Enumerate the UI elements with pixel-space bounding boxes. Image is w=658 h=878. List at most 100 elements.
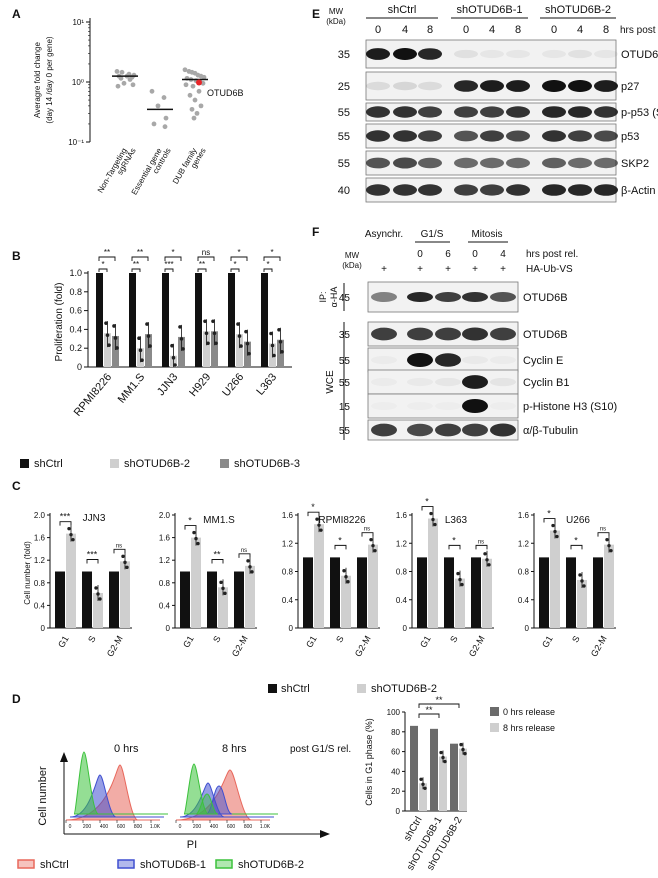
panelB-y-tick-label: 0.6 <box>69 306 82 316</box>
panelB-category-label: RPMI8226 <box>72 371 115 419</box>
panelB-replicate-point <box>212 331 217 336</box>
panelB-category-label: L363 <box>254 371 279 397</box>
panelD-x-tick-label: 0 <box>69 824 72 830</box>
panelC-y-tick-label: 0.4 <box>518 596 530 605</box>
panelB-replicate-point <box>181 347 185 351</box>
panelF-mw-value: 35 <box>339 330 351 341</box>
panelC-sig-bracket <box>421 506 434 511</box>
panelB-replicate-point <box>170 343 174 348</box>
panelE-band <box>418 48 442 60</box>
panelE-mw-label: (kDa) <box>326 17 346 26</box>
panelD-replicate-point <box>441 755 445 760</box>
panelC-y-tick-label: 0.8 <box>34 579 46 588</box>
panelF-mw-value: 55 <box>339 426 351 437</box>
panelE-band <box>366 106 390 118</box>
panelA-point <box>183 82 189 88</box>
panelC-category-label: G2-M <box>467 634 487 658</box>
panelF-mw-label: (kDa) <box>342 261 362 270</box>
panelB-sig-bracket <box>263 256 281 261</box>
panelB-replicate-point <box>112 324 116 328</box>
panelC-bar-shotud6b <box>428 518 438 628</box>
panelD-bar-8h <box>459 748 467 811</box>
panelB-replicate-point <box>138 348 143 353</box>
panelC-replicate-point <box>460 582 464 587</box>
panelF-plus-sign: + <box>381 264 387 275</box>
panelC-bar-shotud6b <box>550 530 560 628</box>
panelC-y-tick-label: 2.0 <box>159 511 171 520</box>
panelC-sig-label: ns <box>241 548 247 554</box>
panelC-replicate-point <box>551 523 555 528</box>
panelE-band <box>454 106 478 118</box>
panelB-sig-label: ** <box>133 260 139 269</box>
panelE-band <box>542 49 566 59</box>
panelC-replicate-point <box>221 586 225 591</box>
panelB-sig-bracket <box>230 268 240 272</box>
panelC-y-tick-label: 1.2 <box>396 539 408 548</box>
panelE-band <box>568 157 592 169</box>
panelD-bar-y-tick-label: 20 <box>391 787 400 796</box>
panelC-replicate-point <box>487 563 491 567</box>
panelC-replicate-point <box>123 560 127 565</box>
panelD-x-tick-label: 200 <box>83 824 92 830</box>
panelB-replicate-point <box>179 337 184 341</box>
panelC-replicate-point <box>607 543 611 548</box>
panelB-replicate-point <box>244 329 248 334</box>
panelE-band <box>366 130 390 142</box>
panelD-y-label: Cell number <box>37 766 49 826</box>
panelC-y-tick-label: 2.0 <box>34 511 46 520</box>
panelD-bar-8h <box>419 783 427 811</box>
panelA-point <box>114 69 120 74</box>
panelE-band <box>506 106 530 118</box>
panelD-bar-legend-label: 8 hrs release <box>503 723 555 733</box>
panelB-replicate-point <box>269 331 273 336</box>
panelC-bar-shctrl <box>417 557 427 628</box>
panelE-protein-label: β-Actin <box>621 185 655 197</box>
panelF-band <box>407 423 433 437</box>
panelC-replicate-point <box>192 530 196 535</box>
panelC-replicate-point <box>580 579 584 583</box>
panelB-bar <box>195 273 202 367</box>
panelD-bar-y-tick-label: 0 <box>396 807 401 816</box>
panel-label-B: B <box>12 249 21 263</box>
panelB-replicate-point <box>115 346 119 350</box>
panelA-point <box>198 103 204 109</box>
panelC-category-label: S <box>211 634 223 644</box>
panelA-point <box>161 95 167 100</box>
panelC-bar-shotud6b <box>66 533 76 628</box>
panelB-bar <box>178 336 185 367</box>
panelA-y-tick-label: 10⁰ <box>72 78 84 87</box>
panelF-mw-label: MW <box>345 251 360 260</box>
panelF-protein-label: p-Histone H3 (S10) <box>523 401 617 413</box>
panelB-legend-swatch <box>220 459 229 468</box>
panelA-point <box>191 115 197 121</box>
panelC-y-tick-label: 0.8 <box>396 568 408 577</box>
panelC-replicate-point <box>125 565 129 570</box>
panelF-band <box>371 327 397 341</box>
panelF-band <box>371 423 397 437</box>
panelF-plus-sign: + <box>445 264 451 275</box>
panelC-bar-shctrl <box>471 557 481 628</box>
panelC-bar-shctrl <box>539 557 549 628</box>
panelD-bar-y-label: Cells in G1 phase (%) <box>364 718 374 806</box>
panelA-point <box>121 80 127 86</box>
panelC-replicate-point <box>315 517 319 521</box>
panelF-plus-sign: + <box>417 264 423 275</box>
panelE-mw-value: 25 <box>338 81 350 93</box>
panelD-replicate-point <box>463 751 467 756</box>
panelA-point <box>187 92 193 98</box>
panelD-bar-legend-swatch <box>490 723 499 732</box>
panelC-bar-shotud6b <box>341 575 351 628</box>
panelC-sig-bracket <box>113 548 126 554</box>
panelE-band <box>418 130 442 142</box>
panelA-point <box>189 106 195 112</box>
panelC-replicate-point <box>369 537 373 542</box>
panelC-cell-title: L363 <box>445 515 468 526</box>
panelC-replicate-point <box>605 537 609 542</box>
panelA-otud6b-point <box>196 79 202 86</box>
panelC-y-tick-label: 1.2 <box>34 556 46 565</box>
panelB-y-tick-label: 0.2 <box>69 343 82 353</box>
panelB-sig-label: * <box>233 260 236 269</box>
panelC-replicate-point <box>94 586 98 590</box>
panelC-replicate-point <box>346 580 350 584</box>
panelC-y-tick-label: 1.6 <box>282 511 294 520</box>
